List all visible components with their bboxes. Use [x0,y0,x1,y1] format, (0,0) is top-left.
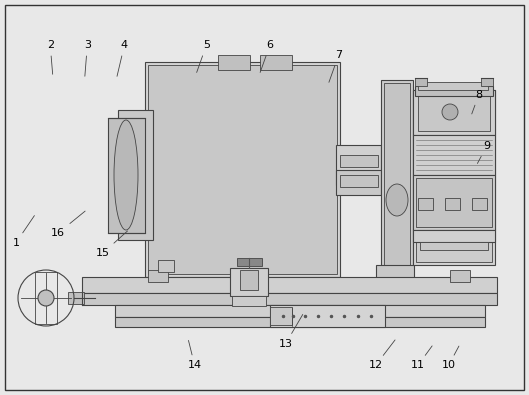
Text: 1: 1 [12,216,34,248]
Bar [416,93,492,262]
Text: 8: 8 [472,90,482,114]
Bar [418,198,433,210]
Text: 12: 12 [369,340,395,371]
Bar [413,135,495,175]
Bar [240,270,258,290]
Bar [340,155,378,167]
Bar [413,90,495,135]
Ellipse shape [386,184,408,216]
Bar [145,62,340,277]
Text: 2: 2 [47,40,54,74]
Text: 16: 16 [51,211,85,238]
Bar [381,80,413,290]
Text: 4: 4 [117,40,128,76]
Bar [82,293,497,305]
Bar [260,55,292,70]
Text: 14: 14 [188,340,202,371]
Bar [118,110,153,240]
Bar [108,118,145,233]
Bar [418,82,488,90]
Bar [35,272,57,324]
Bar [415,78,427,86]
Bar [148,270,168,282]
Bar [418,93,490,131]
Bar [376,285,426,297]
Text: 13: 13 [279,314,303,349]
Circle shape [38,290,54,306]
Bar [384,83,410,287]
Bar [82,277,497,293]
Bar [336,145,381,185]
Bar [445,198,460,210]
Bar [413,90,495,265]
Bar [420,242,488,250]
Text: 11: 11 [411,346,432,371]
Bar [270,305,385,327]
Text: 10: 10 [442,346,459,371]
Text: 7: 7 [329,50,342,82]
Text: 3: 3 [84,40,91,76]
Bar [237,258,262,266]
Bar [413,175,495,230]
Text: 5: 5 [197,40,210,72]
Bar [232,296,266,306]
Bar [270,307,292,325]
Bar [158,260,174,272]
Bar [148,65,337,274]
Bar [115,317,485,327]
Bar [415,86,493,96]
Bar [68,292,84,304]
Text: 15: 15 [96,231,127,258]
Bar [413,230,495,242]
Bar [481,78,493,86]
Bar [340,175,378,187]
Bar [376,265,414,290]
Bar [416,178,492,227]
Bar [472,198,487,210]
Text: 9: 9 [477,141,490,164]
Ellipse shape [114,120,138,230]
Bar [115,305,485,317]
Bar [230,268,268,296]
Bar [336,170,381,195]
Bar [218,55,250,70]
Text: 6: 6 [260,40,273,72]
Bar [450,270,470,282]
Circle shape [442,104,458,120]
